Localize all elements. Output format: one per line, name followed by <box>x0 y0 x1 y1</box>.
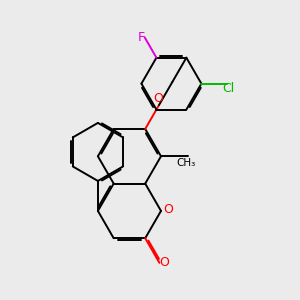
Text: Cl: Cl <box>223 82 235 95</box>
Text: F: F <box>138 31 145 44</box>
Text: CH₃: CH₃ <box>177 158 196 168</box>
Text: O: O <box>154 92 164 105</box>
Text: O: O <box>159 256 169 269</box>
Text: O: O <box>163 203 173 216</box>
